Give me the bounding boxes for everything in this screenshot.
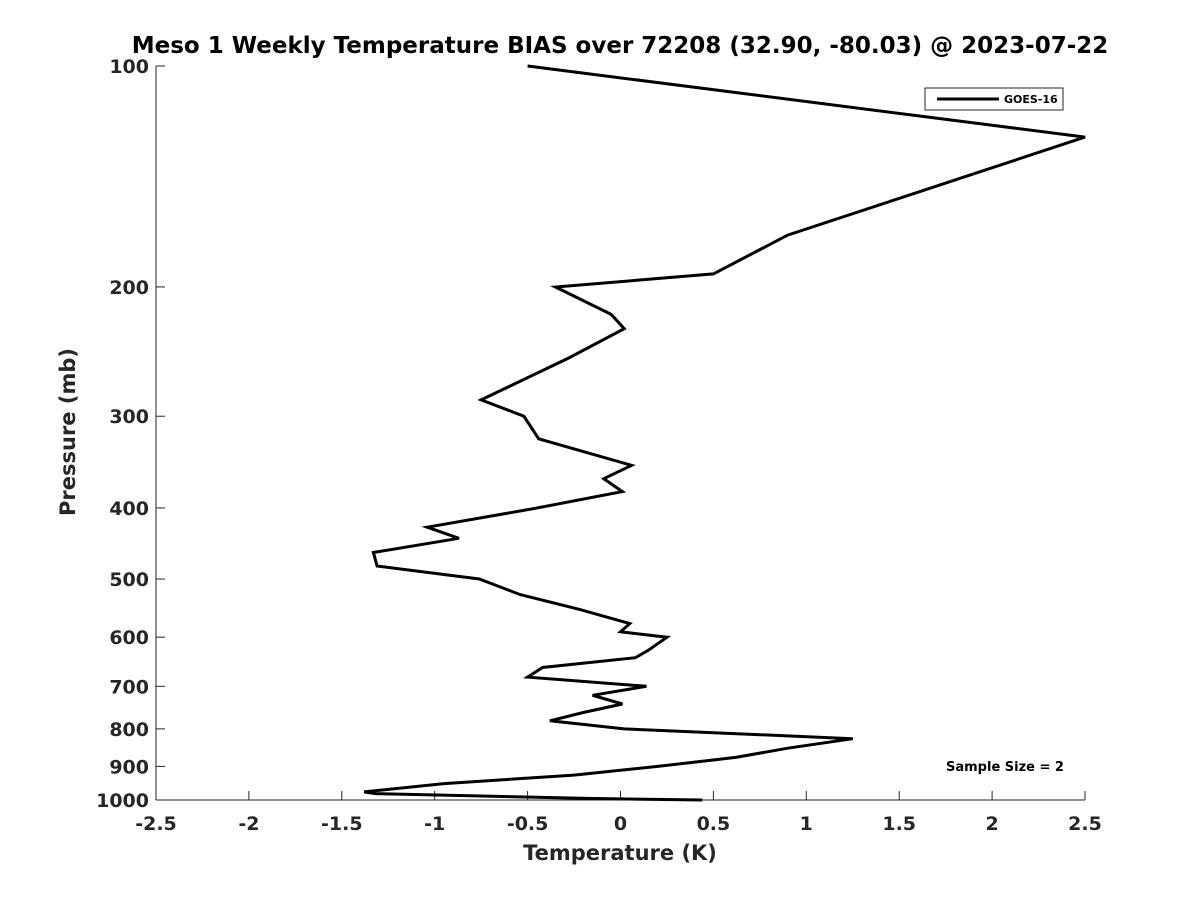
series-line-goes-16: [363, 64, 1086, 802]
x-tick-label: -2.5: [135, 813, 177, 835]
legend-label-goes-16: GOES-16: [1004, 93, 1058, 106]
y-tick-label: 1000: [96, 790, 149, 812]
x-tick-label: -1: [424, 813, 445, 835]
y-tick-label: 100: [109, 56, 149, 78]
x-tick-label: 1: [800, 813, 813, 835]
y-axis: 100 200 300 400 500 600 700 800 900 1000: [96, 56, 165, 812]
y-tick-label: 800: [109, 719, 149, 741]
x-tick-label: 0: [614, 813, 627, 835]
x-tick-label: 2.5: [1068, 813, 1102, 835]
sample-size-annotation: Sample Size = 2: [946, 760, 1064, 775]
y-tick-label: 400: [109, 498, 149, 520]
y-axis-label: Pressure (mb): [56, 348, 80, 516]
x-tick-label: 0.5: [697, 813, 731, 835]
x-tick-label: 1.5: [882, 813, 916, 835]
x-tick-label: -1.5: [321, 813, 363, 835]
y-tick-label: 200: [109, 277, 149, 299]
chart-title: Meso 1 Weekly Temperature BIAS over 7220…: [132, 33, 1109, 59]
x-tick-label: 2: [985, 813, 998, 835]
x-tick-label: -0.5: [507, 813, 549, 835]
y-tick-label: 600: [109, 627, 149, 649]
legend: GOES-16: [924, 87, 1064, 111]
y-tick-label: 700: [109, 676, 149, 698]
y-tick-label: 900: [109, 756, 149, 778]
y-tick-label: 500: [109, 569, 149, 591]
x-axis-label: Temperature (K): [523, 841, 717, 865]
y-tick-label: 300: [109, 406, 149, 428]
series-layer: [363, 64, 1086, 802]
x-tick-label: -2: [238, 813, 259, 835]
x-axis: -2.5 -2 -1.5 -1 -0.5 0 0.5 1 1.5 2 2.5: [135, 791, 1102, 835]
